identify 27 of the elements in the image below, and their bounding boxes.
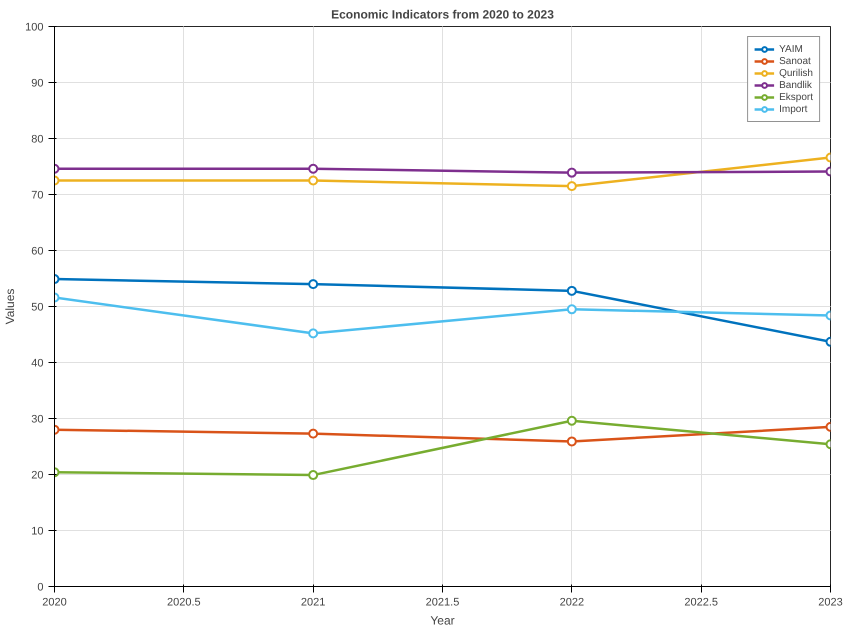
y-tick-label: 10 [31,526,44,538]
y-tick-label: 40 [31,358,44,370]
legend-label: YAIM [779,43,803,55]
y-tick-label: 90 [31,78,44,90]
y-tick-label: 70 [31,190,44,202]
x-tick-label: 2021.5 [426,596,460,608]
x-tick-label: 2020 [42,596,67,608]
legend-label: Eksport [779,91,813,103]
y-tick-label: 20 [31,470,44,482]
legend-label: Bandlik [779,79,812,91]
y-tick-label: 100 [25,22,44,34]
y-tick-label: 60 [31,246,44,258]
chart-title: Economic Indicators from 2020 to 2023 [331,8,554,22]
legend-label: Sanoat [779,55,811,67]
x-tick-label: 2021 [300,596,326,608]
x-tick-label: 2022.5 [684,596,718,608]
y-tick-label: 50 [31,302,44,314]
x-tick-label: 2020.5 [167,596,201,608]
x-axis-title: Year [430,614,455,628]
x-tick-label: 2022 [560,596,584,608]
legend-label: Import [779,103,808,115]
x-tick-label: 2023 [818,596,843,608]
legend-label: Qurilish [779,67,813,79]
y-axis-title: Values [3,288,18,324]
y-tick-label: 30 [31,414,44,426]
y-tick-label: 80 [31,134,44,146]
y-tick-label: 0 [37,582,44,594]
